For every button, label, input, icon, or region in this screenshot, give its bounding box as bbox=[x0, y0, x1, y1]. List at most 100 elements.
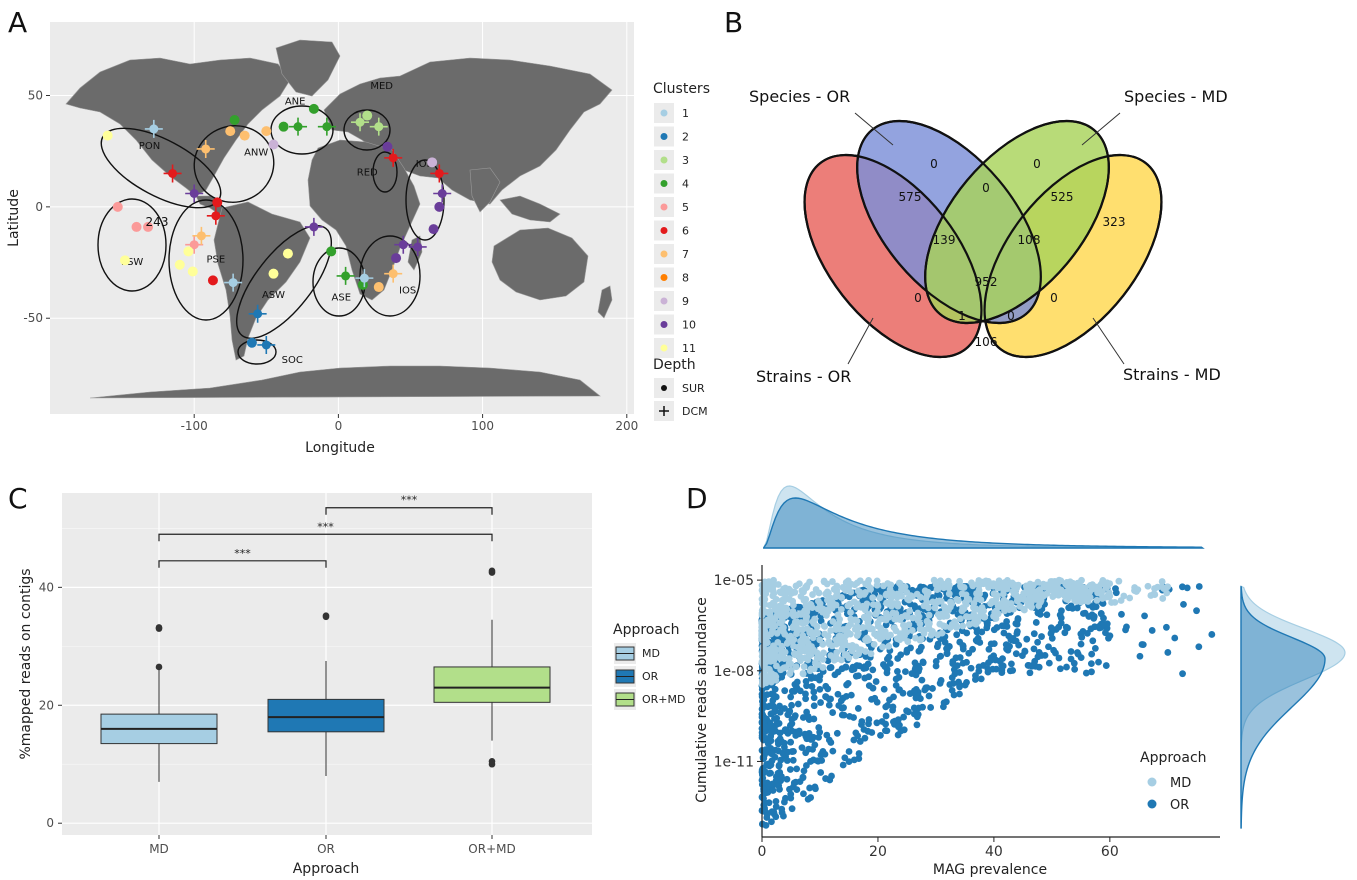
md-mag-point bbox=[781, 655, 788, 662]
md-mag-point bbox=[1066, 591, 1073, 599]
md-mag-point bbox=[1106, 592, 1114, 600]
prevalence-y-axis-title: Cumulative reads abundance bbox=[694, 597, 710, 803]
significance-label: *** bbox=[401, 494, 418, 507]
md-mag-point bbox=[842, 626, 849, 633]
prevalence-key-swatch bbox=[1147, 799, 1157, 809]
or-mag-point bbox=[1112, 585, 1119, 593]
or-mag-point bbox=[815, 724, 823, 731]
region-label-pse: PSE bbox=[206, 255, 225, 266]
or-mag-point bbox=[810, 688, 818, 696]
region-label-ase: ASE bbox=[332, 292, 352, 303]
or-mag-point bbox=[861, 629, 868, 637]
or-mag-point bbox=[761, 703, 769, 710]
or-mag-point bbox=[1026, 669, 1034, 677]
or-mag-point bbox=[865, 716, 873, 723]
md-mag-point bbox=[853, 617, 861, 625]
or-mag-point bbox=[784, 711, 792, 719]
or-mag-point bbox=[882, 727, 889, 735]
md-mag-point bbox=[767, 677, 775, 685]
md-mag-point bbox=[873, 577, 881, 585]
md-mag-point bbox=[851, 625, 859, 633]
or-mag-point bbox=[946, 681, 954, 688]
venn-region-value: 0 bbox=[930, 157, 938, 171]
or-mag-point bbox=[767, 737, 775, 745]
md-mag-point bbox=[837, 656, 845, 664]
or-mag-point bbox=[842, 663, 850, 671]
or-mag-point bbox=[772, 803, 780, 811]
md-mag-point bbox=[838, 646, 846, 653]
md-mag-point bbox=[936, 620, 944, 628]
dcm-sample-point bbox=[413, 242, 423, 252]
md-mag-point bbox=[892, 627, 900, 635]
region-ellipse-pse bbox=[168, 199, 244, 321]
cluster-key-label: 3 bbox=[682, 154, 689, 167]
md-mag-point bbox=[904, 595, 911, 603]
md-mag-point bbox=[980, 580, 987, 588]
or-mag-point bbox=[768, 780, 776, 788]
map-y-tick-label: -50 bbox=[23, 311, 43, 325]
md-mag-point bbox=[927, 631, 935, 639]
or-mag-point bbox=[796, 687, 804, 695]
md-mag-point bbox=[1000, 580, 1007, 588]
md-mag-point bbox=[847, 609, 854, 616]
or-mag-point bbox=[872, 678, 880, 685]
md-mag-point bbox=[940, 584, 948, 592]
dcm-sample-point bbox=[196, 231, 206, 241]
maritime-asia-shape bbox=[499, 195, 561, 223]
or-mag-point bbox=[1074, 650, 1082, 658]
md-mag-point bbox=[793, 627, 801, 635]
or-mag-point bbox=[768, 808, 776, 816]
approach-key-label: OR+MD bbox=[642, 693, 685, 706]
boxplot-y-tick-label: 20 bbox=[39, 698, 54, 712]
or-mag-point bbox=[919, 703, 926, 711]
md-mag-point bbox=[1013, 592, 1020, 600]
or-mag-point bbox=[805, 745, 813, 753]
md-mag-point bbox=[1063, 579, 1071, 586]
or-mag-point bbox=[1047, 624, 1055, 632]
md-mag-point bbox=[829, 578, 836, 585]
cluster-key-label: 2 bbox=[682, 131, 689, 144]
cluster-key-swatch bbox=[660, 203, 668, 211]
md-mag-point bbox=[770, 581, 778, 589]
md-mag-point bbox=[797, 619, 805, 626]
venn-region-value: 106 bbox=[975, 335, 998, 349]
boxplot-axes: 0 20 40 MD OR OR+MD bbox=[39, 580, 516, 856]
or-mag-point bbox=[1091, 644, 1099, 652]
md-mag-point bbox=[943, 612, 951, 620]
or-mag-point bbox=[843, 681, 850, 689]
md-mag-point bbox=[912, 634, 919, 642]
prevalence-key-label: OR bbox=[1170, 798, 1189, 813]
or-mag-point bbox=[770, 691, 778, 699]
boxplot-y-axis-title: %mapped reads on contigs bbox=[18, 568, 34, 759]
or-mag-point bbox=[769, 702, 777, 710]
cluster-key-swatch bbox=[660, 133, 668, 140]
md-mag-point bbox=[906, 607, 914, 615]
md-mag-point bbox=[810, 620, 818, 627]
boxplot-x-axis-title: Approach bbox=[293, 861, 360, 877]
panel-letter-b: B bbox=[724, 6, 743, 39]
or-mag-point bbox=[1030, 630, 1038, 638]
md-mag-point bbox=[842, 641, 850, 649]
sur-sample-point bbox=[282, 248, 293, 259]
or-mag-point bbox=[834, 690, 842, 698]
or-mag-point bbox=[802, 677, 810, 685]
md-mag-point bbox=[1085, 589, 1093, 596]
md-mag-point bbox=[1020, 605, 1028, 613]
md-mag-point bbox=[945, 590, 953, 598]
or-mag-point bbox=[855, 750, 863, 757]
or-mag-point bbox=[1008, 660, 1015, 668]
or-mag-point bbox=[880, 685, 888, 693]
or-mag-point bbox=[998, 666, 1006, 674]
md-mag-point bbox=[1000, 586, 1008, 594]
or-mag-point bbox=[858, 718, 866, 725]
sur-sample-point bbox=[174, 259, 185, 270]
or-mag-point bbox=[1006, 642, 1013, 650]
right-density-or bbox=[1240, 586, 1326, 829]
depth-legend-title: Depth bbox=[653, 357, 696, 373]
or-mag-point bbox=[829, 709, 837, 716]
or-mag-point bbox=[798, 744, 806, 752]
md-mag-point bbox=[877, 632, 885, 640]
md-mag-point bbox=[1008, 579, 1016, 587]
or-mag-point bbox=[817, 699, 824, 706]
sur-sample-point bbox=[225, 126, 236, 137]
